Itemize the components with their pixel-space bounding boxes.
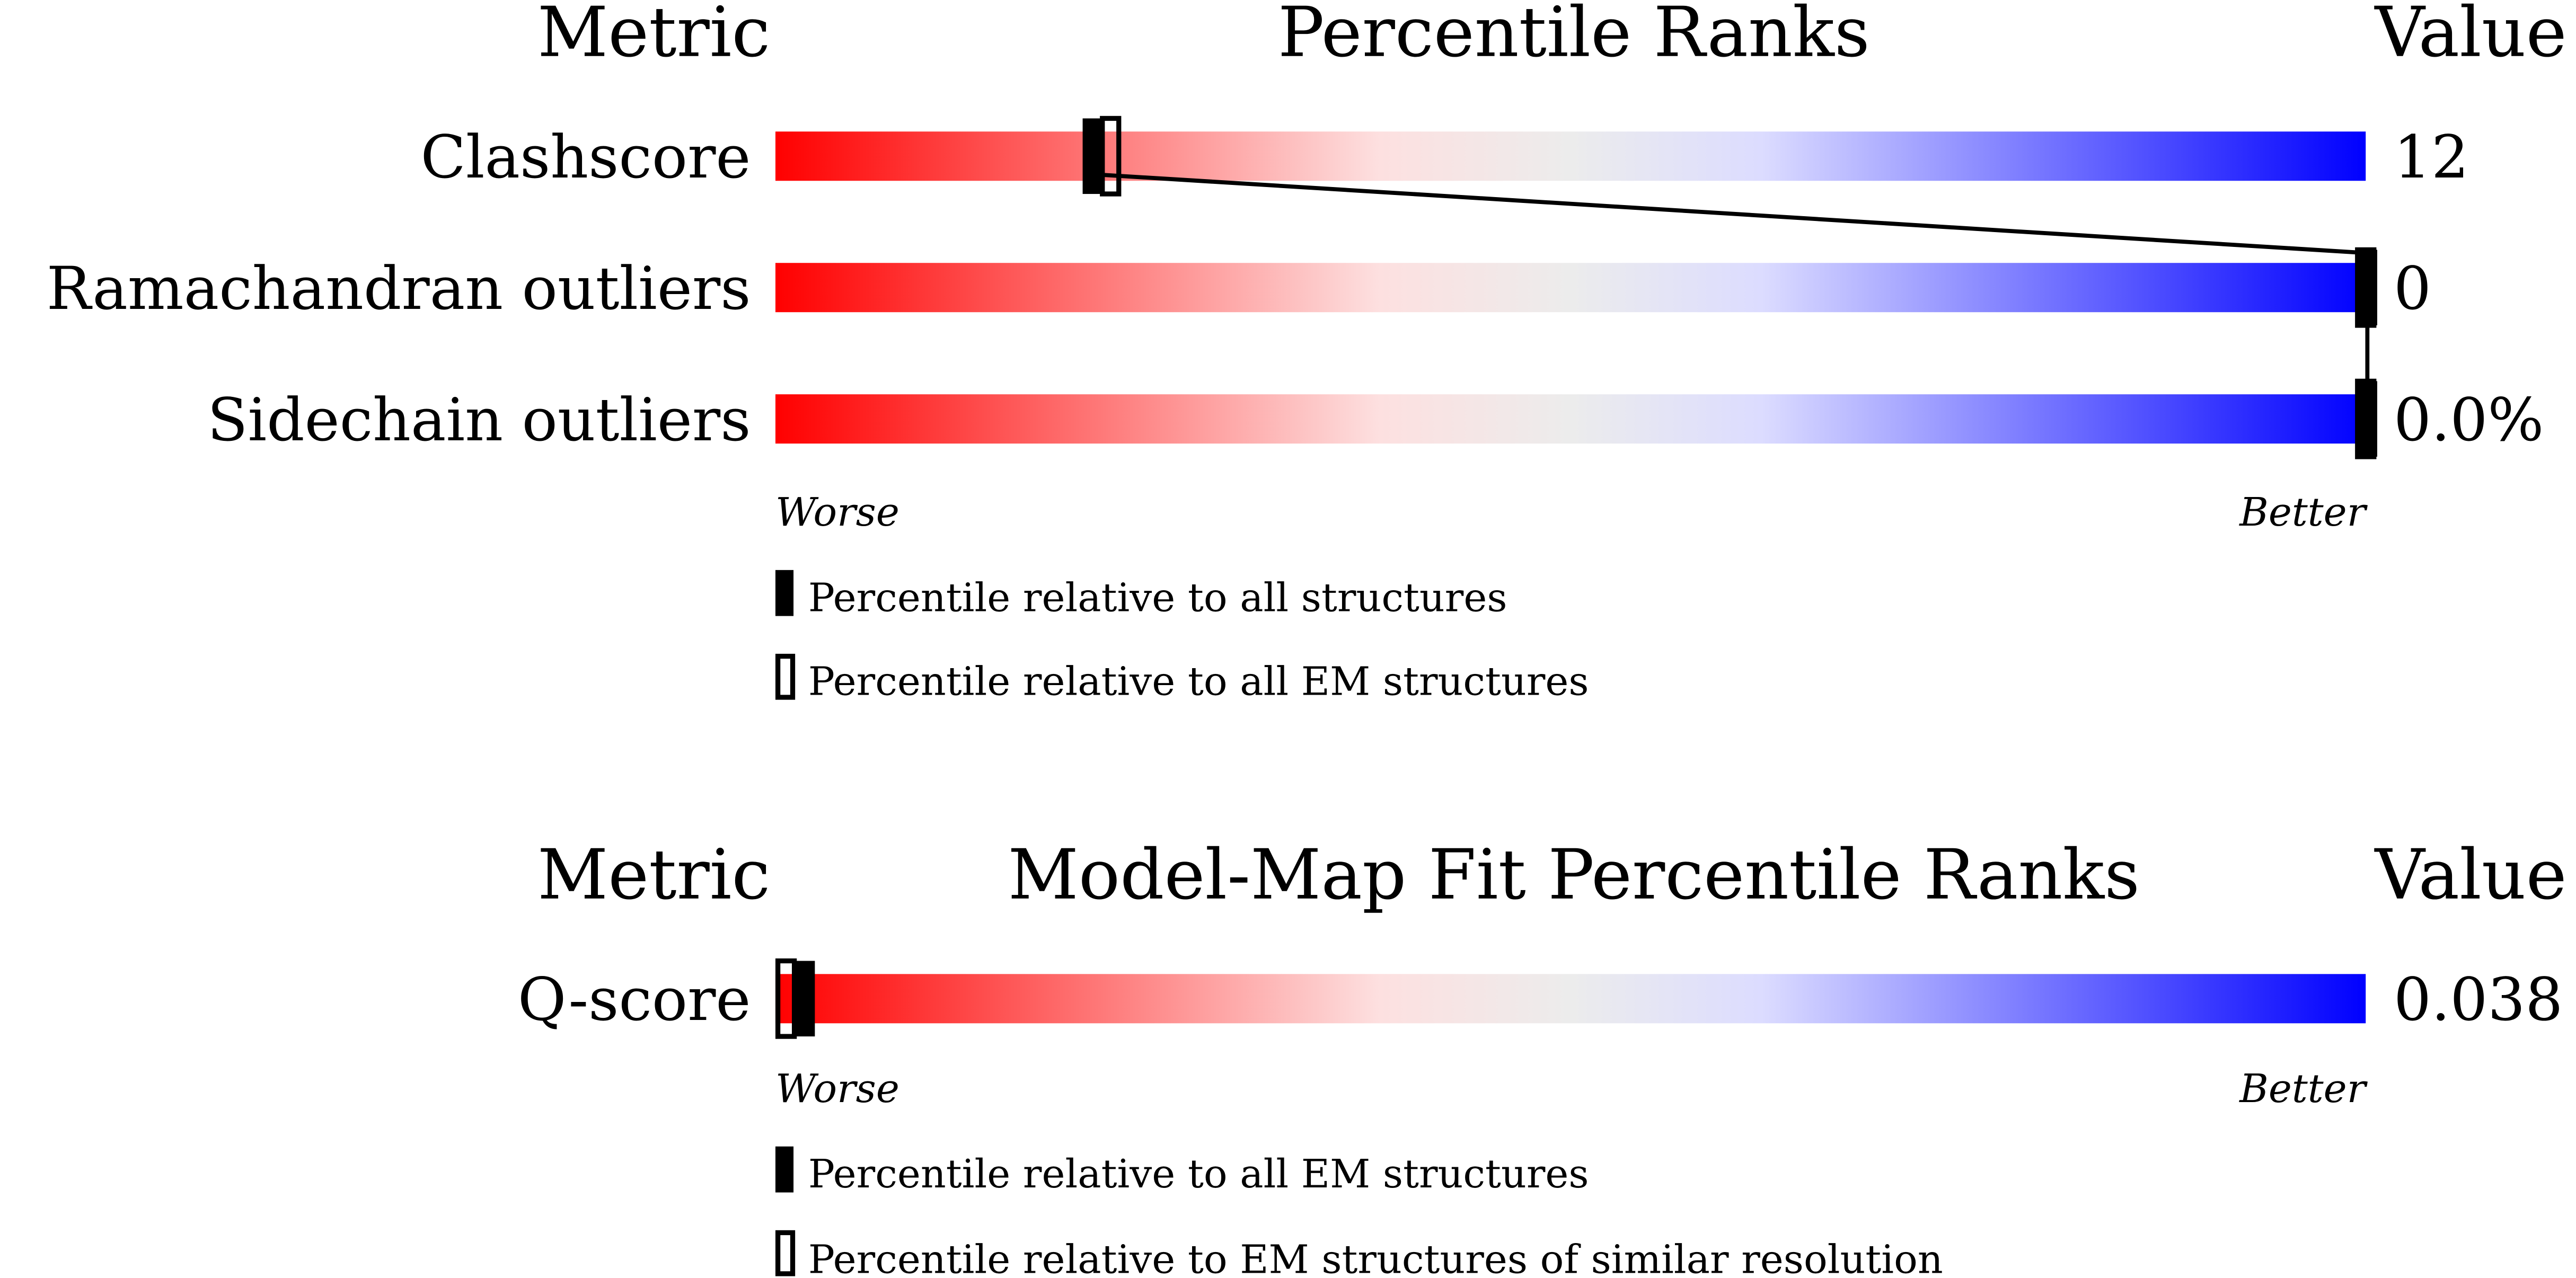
legend-filled-marker bbox=[775, 1146, 794, 1193]
metric-value: 0.038 bbox=[2394, 965, 2563, 1034]
percentile-bar bbox=[775, 394, 2366, 444]
value-header: Value bbox=[2374, 0, 2567, 73]
metric-label: Clashscore bbox=[420, 123, 751, 192]
worse-label: Worse bbox=[775, 1066, 899, 1112]
legend-label: Percentile relative to all EM structures bbox=[808, 1151, 1589, 1197]
metric-value: 0.0% bbox=[2394, 386, 2544, 455]
legend-label: Percentile relative to all EM structures bbox=[808, 658, 1589, 704]
metric-value: 0 bbox=[2394, 254, 2431, 323]
better-label: Better bbox=[2238, 489, 2368, 535]
value-header: Value bbox=[2374, 835, 2567, 915]
legend-open-marker bbox=[775, 653, 796, 700]
panel-2-rows: Q-score 0.038 bbox=[518, 958, 2563, 1039]
percentile-bar bbox=[775, 263, 2366, 313]
legend-label: Percentile relative to EM structures of … bbox=[808, 1236, 1943, 1278]
percentile-bar bbox=[775, 974, 2366, 1024]
percentile-marker-em bbox=[775, 958, 797, 1039]
panel-1-rows: Clashscore 12 Ramachandran outliers 0 Sidech… bbox=[47, 116, 2544, 459]
metric-header: Metric bbox=[537, 0, 770, 73]
percentile-marker-all bbox=[1082, 118, 1102, 194]
percentile-bar bbox=[775, 131, 2366, 181]
chart-title: Model-Map Fit Percentile Ranks bbox=[1008, 835, 2140, 915]
legend-filled-marker bbox=[775, 570, 794, 616]
metric-header: Metric bbox=[537, 835, 770, 915]
connector-line bbox=[1092, 172, 2368, 255]
chart-title: Percentile Ranks bbox=[1278, 0, 1870, 73]
legend-label: Percentile relative to all structures bbox=[808, 574, 1507, 620]
percentile-marker-all bbox=[795, 961, 815, 1037]
worse-label: Worse bbox=[775, 489, 899, 535]
metric-label: Sidechain outliers bbox=[207, 386, 751, 455]
metric-value: 12 bbox=[2394, 123, 2469, 192]
legend-open-marker bbox=[775, 1230, 796, 1276]
percentile-marker-all bbox=[2357, 381, 2377, 457]
metric-label: Ramachandran outliers bbox=[47, 254, 751, 323]
metric-label: Q-score bbox=[518, 965, 751, 1034]
better-label: Better bbox=[2238, 1066, 2368, 1112]
